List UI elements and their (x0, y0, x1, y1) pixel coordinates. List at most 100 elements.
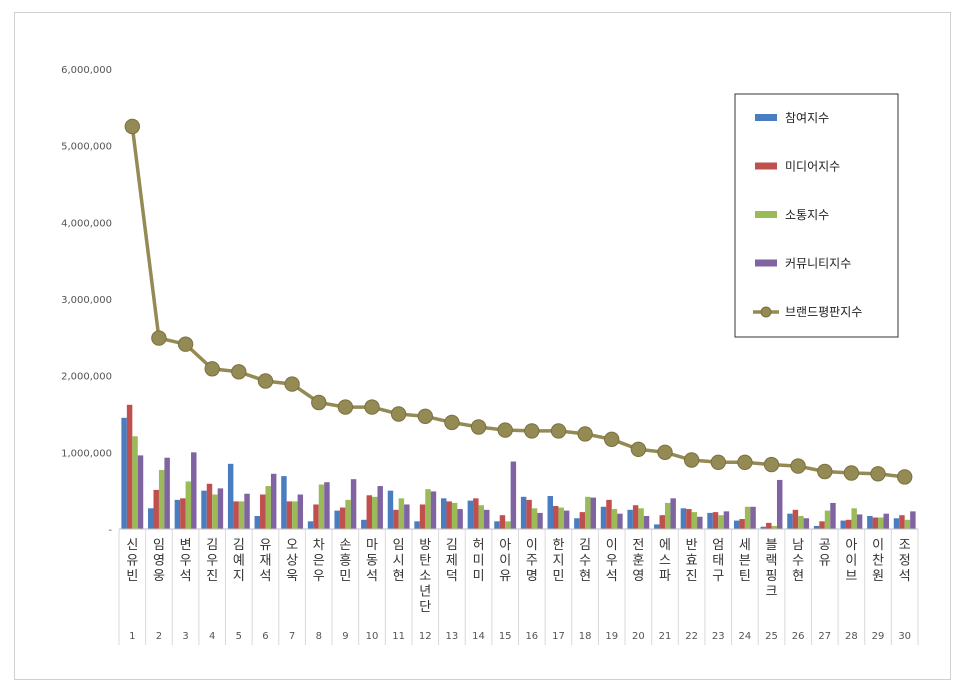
x-rank-label: 7 (289, 631, 295, 642)
bar-series-3-cat-16 (563, 510, 570, 529)
bar-series-3-cat-12 (457, 509, 463, 529)
bar-series-2-cat-15 (531, 508, 538, 529)
bar-series-2-cat-14 (505, 521, 511, 529)
bar-series-1-cat-25 (792, 509, 799, 529)
bar-series-2-cat-0 (132, 436, 138, 529)
line-point-13 (470, 419, 487, 435)
bar-series-3-cat-7 (324, 482, 330, 529)
legend-label: 미디어지수 (785, 160, 840, 174)
y-tick-label: 2,000,000 (61, 372, 112, 383)
x-rank-label: 30 (898, 631, 911, 642)
bar-series-1-cat-10 (393, 509, 399, 529)
legend-label: 브랜드평판지수 (785, 305, 862, 319)
x-rank-label: 1 (129, 631, 135, 642)
bar-series-2-cat-2 (185, 481, 192, 529)
line-point-7 (311, 394, 327, 411)
bar-series-0-cat-5 (254, 515, 261, 529)
bar-series-2-cat-20 (664, 502, 671, 529)
bar-series-2-cat-24 (771, 525, 777, 529)
bar-series-0-cat-29 (893, 518, 900, 529)
x-rank-label: 3 (182, 631, 188, 642)
line-point-3 (204, 361, 220, 377)
bar-series-3-cat-23 (750, 506, 756, 529)
line-point-19 (630, 441, 647, 457)
bar-series-2-cat-17 (585, 496, 591, 529)
bar-series-0-cat-3 (201, 490, 207, 529)
legend-marker (760, 306, 772, 318)
bar-series-2-cat-13 (478, 505, 485, 529)
x-rank-label: 29 (872, 631, 885, 642)
line-point-18 (604, 431, 620, 447)
bar-series-2-cat-11 (425, 489, 431, 529)
bar-series-3-cat-0 (137, 455, 144, 529)
bar-series-0-cat-24 (760, 526, 767, 529)
bar-series-0-cat-14 (494, 521, 500, 529)
line-point-29 (897, 469, 913, 485)
legend-swatch (755, 114, 777, 121)
bar-series-0-cat-13 (467, 500, 474, 529)
bar-series-0-cat-0 (121, 417, 127, 529)
bar-series-2-cat-28 (878, 517, 884, 529)
bar-series-2-cat-12 (451, 502, 458, 529)
y-tick-label: 3,000,000 (61, 295, 112, 306)
y-tick-label: 4,000,000 (61, 218, 112, 229)
bar-series-1-cat-14 (499, 515, 506, 529)
bar-series-0-cat-2 (174, 499, 181, 529)
legend-label: 커뮤니티지수 (785, 257, 851, 271)
bar-series-3-cat-13 (484, 509, 490, 529)
bar-series-1-cat-16 (552, 506, 559, 529)
bar-series-1-cat-20 (659, 515, 665, 529)
bar-series-0-cat-22 (707, 512, 713, 529)
bar-series-0-cat-12 (441, 498, 447, 529)
x-rank-label: 15 (499, 631, 512, 642)
bar-series-0-cat-11 (414, 521, 420, 529)
bar-series-2-cat-5 (265, 486, 271, 529)
bar-series-1-cat-0 (126, 404, 133, 529)
bar-series-1-cat-17 (579, 512, 586, 529)
x-rank-label: 12 (419, 631, 432, 642)
x-rank-label: 6 (262, 631, 268, 642)
bar-series-0-cat-17 (574, 518, 580, 529)
bar-series-2-cat-6 (292, 501, 298, 529)
bar-series-0-cat-21 (680, 508, 687, 529)
x-rank-label: 24 (739, 631, 752, 642)
bar-series-0-cat-10 (387, 490, 394, 529)
bar-series-0-cat-8 (334, 510, 340, 529)
x-rank-label: 2 (156, 631, 162, 642)
bar-series-1-cat-23 (739, 519, 745, 529)
line-point-23 (737, 454, 753, 470)
bar-series-2-cat-23 (744, 506, 751, 529)
bar-series-0-cat-25 (787, 513, 793, 529)
bar-series-1-cat-29 (899, 515, 905, 529)
line-point-6 (284, 376, 300, 392)
bar-series-0-cat-7 (307, 521, 314, 529)
bar-series-1-cat-9 (366, 495, 373, 529)
bar-series-1-cat-11 (419, 504, 426, 529)
line-point-17 (577, 426, 593, 442)
y-tick-label: - (108, 525, 112, 536)
bar-series-3-cat-10 (404, 504, 410, 529)
bar-series-0-cat-1 (148, 508, 154, 529)
bar-series-3-cat-11 (430, 491, 437, 529)
bar-series-0-cat-16 (547, 496, 553, 529)
bar-series-3-cat-24 (776, 479, 783, 529)
bar-series-1-cat-24 (766, 522, 772, 529)
x-rank-label: 10 (366, 631, 379, 642)
bar-series-3-cat-27 (856, 514, 863, 529)
line-point-24 (763, 456, 780, 473)
bar-series-2-cat-27 (851, 508, 857, 529)
